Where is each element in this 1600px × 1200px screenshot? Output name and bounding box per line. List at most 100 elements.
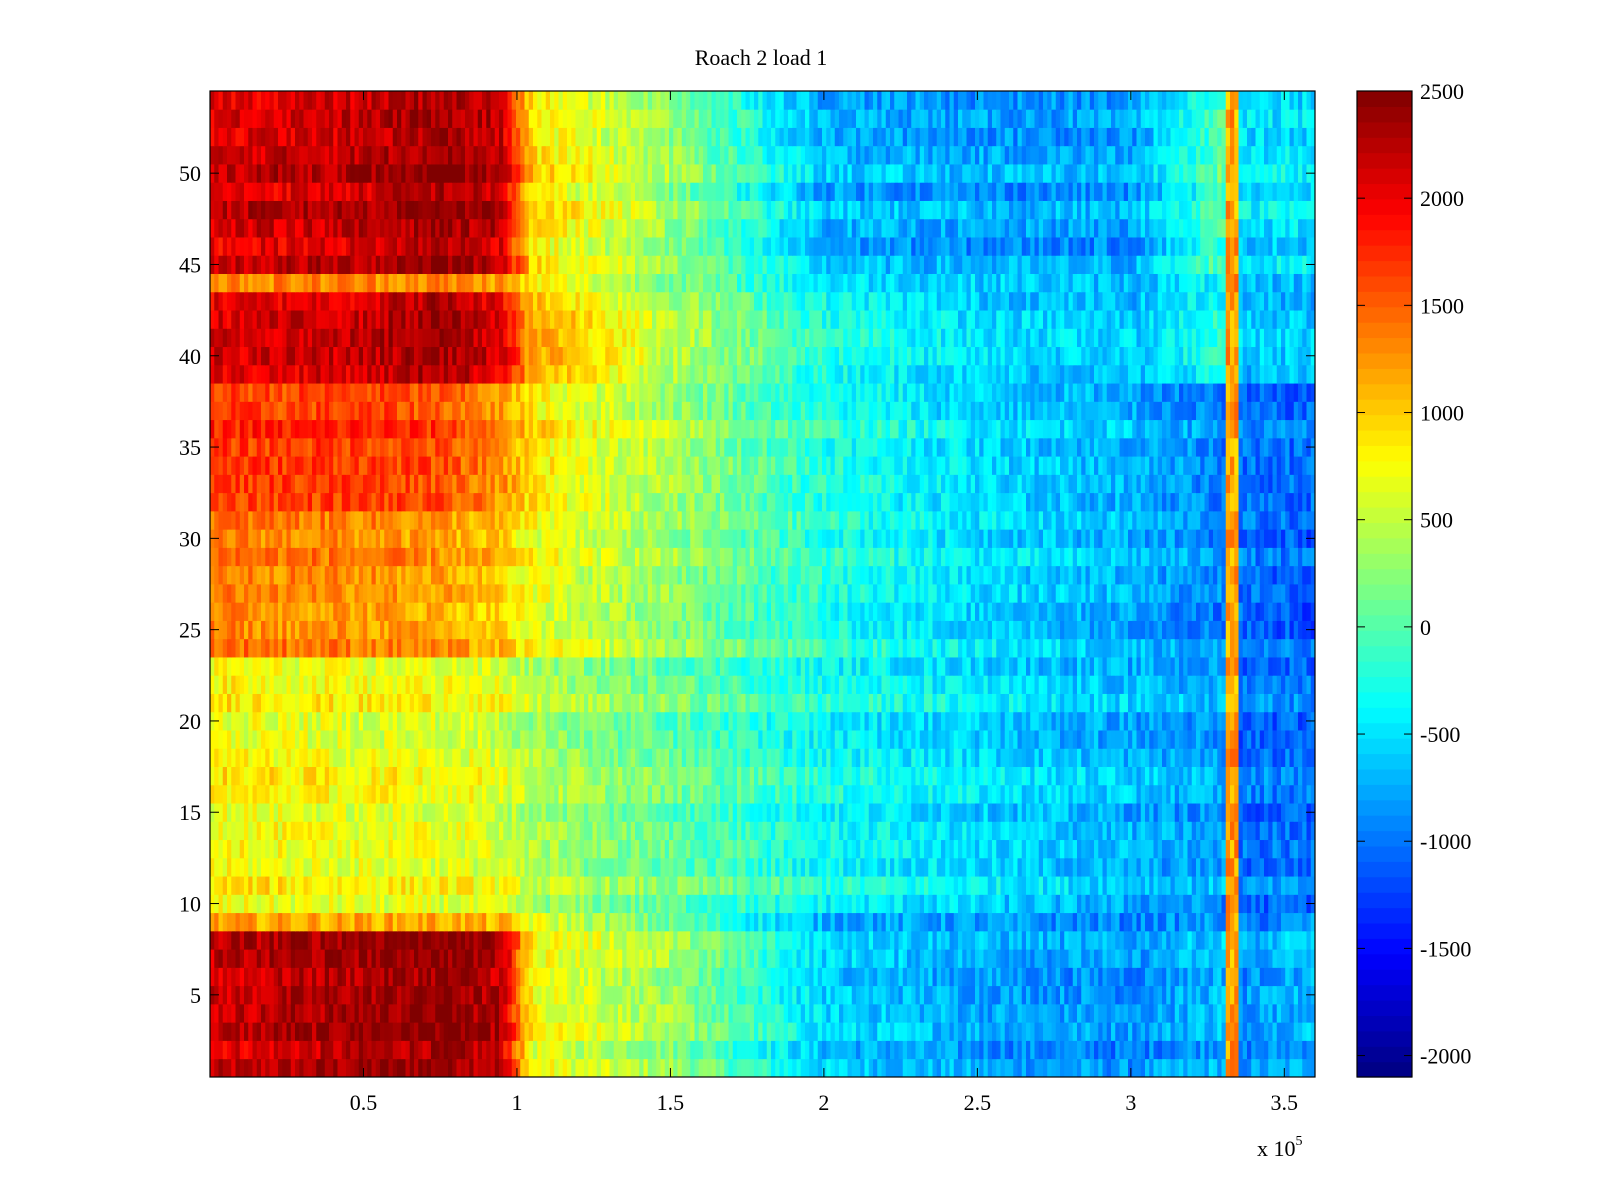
heatmap-cell: [307, 1040, 313, 1060]
heatmap-cell: [1140, 1040, 1146, 1060]
heatmap-cell: [749, 930, 755, 950]
heatmap-cell: [265, 930, 271, 950]
heatmap-cell: [384, 876, 390, 895]
heatmap-cell: [686, 1058, 691, 1077]
heatmap-cell: [864, 1058, 870, 1077]
heatmap-cell: [579, 1040, 585, 1060]
heatmap-cell: [1166, 930, 1172, 950]
heatmap-cell: [762, 821, 768, 841]
heatmap-cell: [256, 711, 262, 731]
heatmap-cell: [1030, 985, 1036, 1005]
heatmap-cell: [1293, 766, 1299, 786]
heatmap-cell: [371, 967, 377, 987]
heatmap-cell: [235, 730, 241, 749]
heatmap-cell: [401, 876, 407, 895]
heatmap-cell: [839, 1003, 844, 1023]
heatmap-cell: [783, 1058, 789, 1077]
heatmap-cell: [418, 766, 424, 786]
heatmap-cell: [732, 985, 738, 1005]
heatmap-cell: [690, 876, 696, 895]
heatmap-cell: [1238, 912, 1244, 932]
heatmap-cell: [299, 711, 305, 731]
heatmap-cell: [214, 876, 220, 895]
heatmap-cell: [1081, 949, 1087, 968]
heatmap-cell: [375, 912, 381, 932]
heatmap-cell: [537, 766, 543, 786]
heatmap-cell: [1208, 949, 1214, 968]
heatmap-cell: [847, 730, 853, 749]
heatmap-cell: [1289, 949, 1295, 968]
heatmap-cell: [490, 821, 496, 841]
heatmap-cell: [218, 1040, 224, 1060]
heatmap-cell: [822, 784, 827, 804]
heatmap-cell: [813, 730, 819, 749]
heatmap-cell: [448, 1003, 453, 1023]
heatmap-cell: [1285, 1040, 1291, 1060]
heatmap-cell: [286, 821, 292, 841]
heatmap-cell: [987, 784, 993, 804]
heatmap-cell: [822, 1022, 827, 1041]
heatmap-cell: [992, 803, 997, 822]
heatmap-cell: [847, 1022, 853, 1041]
heatmap-cell: [354, 1022, 360, 1041]
heatmap-cell: [652, 985, 657, 1005]
heatmap-cell: [1276, 967, 1282, 987]
heatmap-cell: [588, 1003, 594, 1023]
heatmap-cell: [1000, 784, 1006, 804]
heatmap-cell: [979, 857, 985, 877]
heatmap-cell: [817, 839, 823, 859]
heatmap-cell: [1289, 784, 1295, 804]
heatmap-cell: [779, 839, 785, 859]
heatmap-cell: [979, 766, 985, 786]
heatmap-cell: [860, 949, 866, 968]
heatmap-cell: [877, 839, 883, 859]
heatmap-cell: [839, 784, 844, 804]
heatmap-cell: [1047, 1058, 1053, 1077]
heatmap-cell: [1196, 730, 1201, 749]
heatmap-cell: [1043, 1058, 1048, 1077]
heatmap-cell: [1276, 912, 1282, 932]
heatmap-cell: [686, 857, 691, 877]
heatmap-cell: [771, 1003, 776, 1023]
heatmap-cell: [1051, 912, 1057, 932]
heatmap-cell: [235, 894, 241, 914]
heatmap-cell: [235, 766, 241, 786]
heatmap-cell: [579, 876, 585, 895]
heatmap-cell: [788, 930, 793, 950]
heatmap-cell: [469, 894, 475, 914]
heatmap-cell: [907, 912, 912, 932]
heatmap-cell: [1200, 1022, 1206, 1041]
heatmap-cell: [358, 967, 364, 987]
heatmap-cell: [762, 876, 768, 895]
heatmap-cell: [550, 930, 555, 950]
heatmap-cell: [1289, 766, 1295, 786]
heatmap-cell: [605, 784, 611, 804]
heatmap-cell: [813, 766, 819, 786]
heatmap-cell: [545, 949, 551, 968]
heatmap-cell: [303, 912, 309, 932]
heatmap-cell: [856, 730, 861, 749]
heatmap-cell: [388, 821, 394, 841]
heatmap-cell: [222, 1040, 228, 1060]
heatmap-cell: [1102, 967, 1108, 987]
heatmap-cell: [426, 1040, 432, 1060]
heatmap-cell: [817, 1003, 823, 1023]
heatmap-cell: [528, 967, 534, 987]
heatmap-cell: [222, 711, 228, 731]
heatmap-cell: [613, 1003, 619, 1023]
heatmap-cell: [1026, 857, 1031, 877]
heatmap-cell: [970, 857, 976, 877]
heatmap-cell: [1077, 784, 1082, 804]
heatmap-cell: [690, 857, 696, 877]
heatmap-cell: [1026, 784, 1031, 804]
heatmap-cell: [1051, 784, 1057, 804]
heatmap-cell: [1162, 1022, 1167, 1041]
heatmap-cell: [1123, 1003, 1129, 1023]
heatmap-cell: [320, 967, 326, 987]
heatmap-cell: [847, 894, 853, 914]
heatmap-cell: [316, 766, 322, 786]
heatmap-cell: [1170, 967, 1176, 987]
heatmap-cell: [775, 839, 781, 859]
heatmap-cell: [1060, 803, 1065, 822]
heatmap-cell: [371, 1058, 377, 1077]
